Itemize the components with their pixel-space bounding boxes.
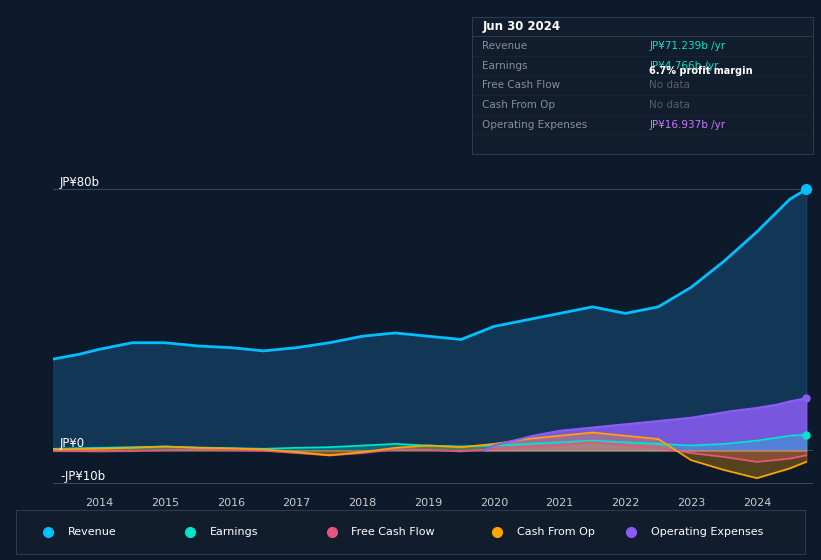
Text: Revenue: Revenue — [67, 527, 117, 537]
Text: No data: No data — [649, 81, 690, 90]
Text: JP¥4.766b /yr: JP¥4.766b /yr — [649, 61, 718, 71]
Text: Cash From Op: Cash From Op — [517, 527, 594, 537]
Text: 6.7% profit margin: 6.7% profit margin — [649, 66, 753, 76]
Text: No data: No data — [649, 100, 690, 110]
Text: -JP¥10b: -JP¥10b — [60, 470, 105, 483]
Text: Revenue: Revenue — [482, 41, 527, 51]
Text: JP¥16.937b /yr: JP¥16.937b /yr — [649, 120, 726, 129]
Text: Free Cash Flow: Free Cash Flow — [482, 81, 561, 90]
Text: JP¥0: JP¥0 — [60, 437, 85, 450]
Text: Jun 30 2024: Jun 30 2024 — [482, 20, 561, 33]
Text: Earnings: Earnings — [209, 527, 258, 537]
Text: Cash From Op: Cash From Op — [482, 100, 555, 110]
Text: Earnings: Earnings — [482, 61, 528, 71]
Text: JP¥71.239b /yr: JP¥71.239b /yr — [649, 41, 726, 51]
Text: Operating Expenses: Operating Expenses — [651, 527, 764, 537]
Text: JP¥80b: JP¥80b — [60, 176, 100, 189]
Text: Free Cash Flow: Free Cash Flow — [351, 527, 435, 537]
Text: Operating Expenses: Operating Expenses — [482, 120, 588, 129]
